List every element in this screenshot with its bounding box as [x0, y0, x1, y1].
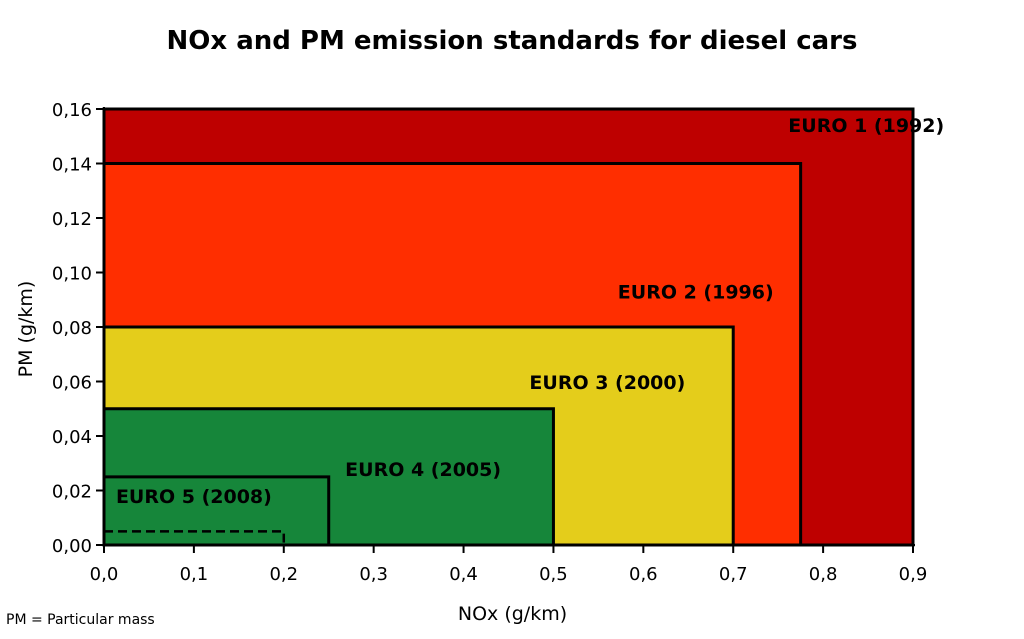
chart-title: NOx and PM emission standards for diesel… [166, 26, 858, 56]
region-label-euro-5-2008: EURO 5 (2008) [116, 486, 272, 508]
x-axis-label: NOx (g/km) [458, 603, 567, 625]
y-tick-label: 0,02 [52, 482, 92, 503]
y-tick-label: 0,08 [52, 318, 92, 339]
y-tick-label: 0,04 [52, 427, 92, 448]
x-tick-label: 0,7 [719, 564, 748, 585]
x-tick-label: 0,9 [899, 564, 928, 585]
region-label-euro-4-2005: EURO 4 (2005) [345, 459, 501, 481]
footnote: PM = Particular mass [6, 612, 155, 628]
y-tick-label: 0,06 [52, 373, 92, 394]
x-tick-label: 0,5 [539, 564, 568, 585]
region-label-euro-1-1992: EURO 1 (1992) [788, 115, 944, 137]
y-tick-label: 0,12 [52, 209, 92, 230]
y-tick-label: 0,16 [52, 100, 92, 121]
x-tick-label: 0,8 [809, 564, 838, 585]
y-tick-label: 0,10 [52, 264, 92, 285]
y-tick-label: 0,00 [52, 536, 92, 557]
x-tick-label: 0,1 [180, 564, 209, 585]
dashed-limit-line [104, 530, 286, 545]
y-tick-label: 0,14 [52, 155, 92, 176]
x-tick-label: 0,0 [90, 564, 119, 585]
x-tick-label: 0,3 [359, 564, 388, 585]
region-label-euro-2-1996: EURO 2 (1996) [618, 281, 774, 303]
x-tick-label: 0,2 [269, 564, 298, 585]
y-axis-label: PM (g/km) [15, 281, 37, 378]
x-tick-label: 0,6 [629, 564, 658, 585]
x-tick-label: 0,4 [449, 564, 478, 585]
region-label-euro-3-2000: EURO 3 (2000) [529, 372, 685, 394]
